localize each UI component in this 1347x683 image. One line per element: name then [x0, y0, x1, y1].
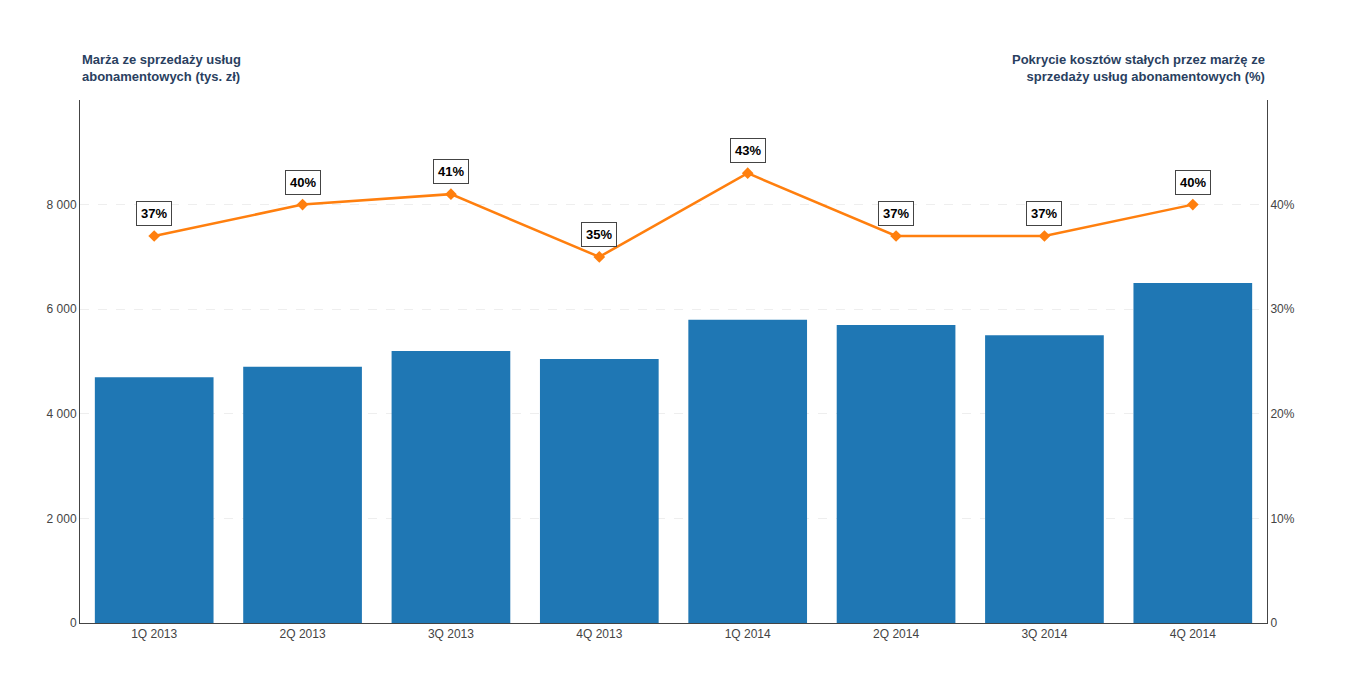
svg-text:4 000: 4 000 — [47, 407, 77, 421]
svg-text:1Q 2014: 1Q 2014 — [725, 627, 771, 641]
svg-text:2 000: 2 000 — [47, 512, 77, 526]
svg-text:43%: 43% — [735, 143, 761, 158]
svg-text:2Q 2013: 2Q 2013 — [280, 627, 326, 641]
svg-text:40%: 40% — [290, 175, 316, 190]
svg-text:0: 0 — [70, 616, 77, 630]
svg-text:40%: 40% — [1270, 198, 1294, 212]
svg-text:4Q 2013: 4Q 2013 — [576, 627, 622, 641]
svg-text:37%: 37% — [1031, 206, 1057, 221]
svg-text:3Q 2013: 3Q 2013 — [428, 627, 474, 641]
svg-text:4Q 2014: 4Q 2014 — [1170, 627, 1216, 641]
svg-text:2Q 2014: 2Q 2014 — [873, 627, 919, 641]
svg-text:30%: 30% — [1270, 302, 1294, 316]
svg-text:8 000: 8 000 — [47, 198, 77, 212]
svg-text:0: 0 — [1270, 616, 1277, 630]
svg-text:1Q 2013: 1Q 2013 — [131, 627, 177, 641]
svg-text:37%: 37% — [141, 206, 167, 221]
svg-text:3Q 2014: 3Q 2014 — [1021, 627, 1067, 641]
svg-text:Marża ze sprzedaży usługabonam: Marża ze sprzedaży usługabonamentowych (… — [82, 52, 241, 84]
svg-text:37%: 37% — [883, 206, 909, 221]
svg-text:41%: 41% — [438, 164, 464, 179]
svg-text:6 000: 6 000 — [47, 302, 77, 316]
svg-text:10%: 10% — [1270, 512, 1294, 526]
svg-text:20%: 20% — [1270, 407, 1294, 421]
svg-text:40%: 40% — [1180, 175, 1206, 190]
svg-text:Pokrycie kosztów stałych przez: Pokrycie kosztów stałych przez marżę zes… — [1012, 52, 1265, 84]
svg-text:35%: 35% — [586, 227, 612, 242]
